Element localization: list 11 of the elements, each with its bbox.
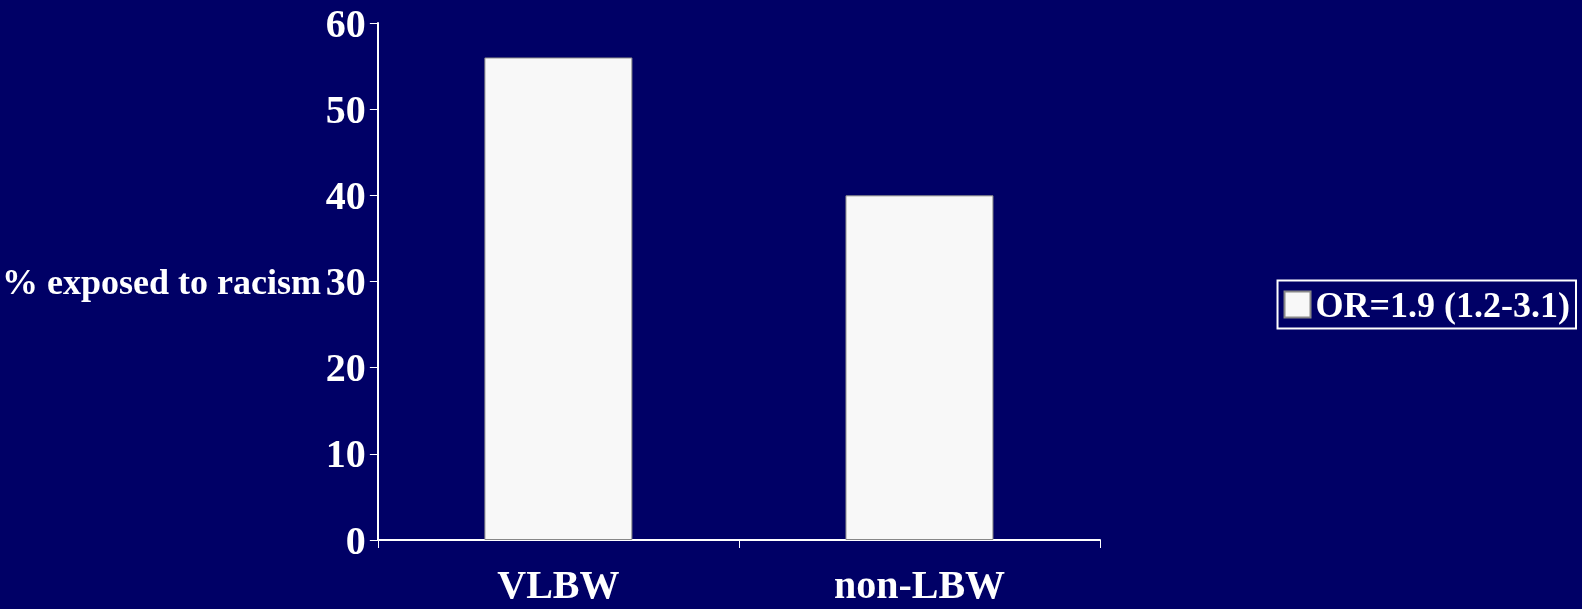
y-tick-label: 10 — [325, 431, 366, 477]
y-tick-label: 30 — [325, 259, 366, 304]
x-tick-label: non-LBW — [833, 561, 1006, 607]
y-tick-label: 60 — [325, 0, 366, 46]
y-tick-label: 50 — [325, 86, 366, 132]
x-tick-label: VLBW — [497, 561, 620, 607]
y-tick-label: 40 — [325, 172, 366, 218]
y-tick-label: 20 — [325, 345, 366, 391]
y-tick-label: 0 — [345, 517, 366, 563]
y-axis-title: % exposed to racism — [1, 261, 321, 302]
legend-label: OR=1.9 (1.2-3.1) — [1315, 284, 1571, 325]
